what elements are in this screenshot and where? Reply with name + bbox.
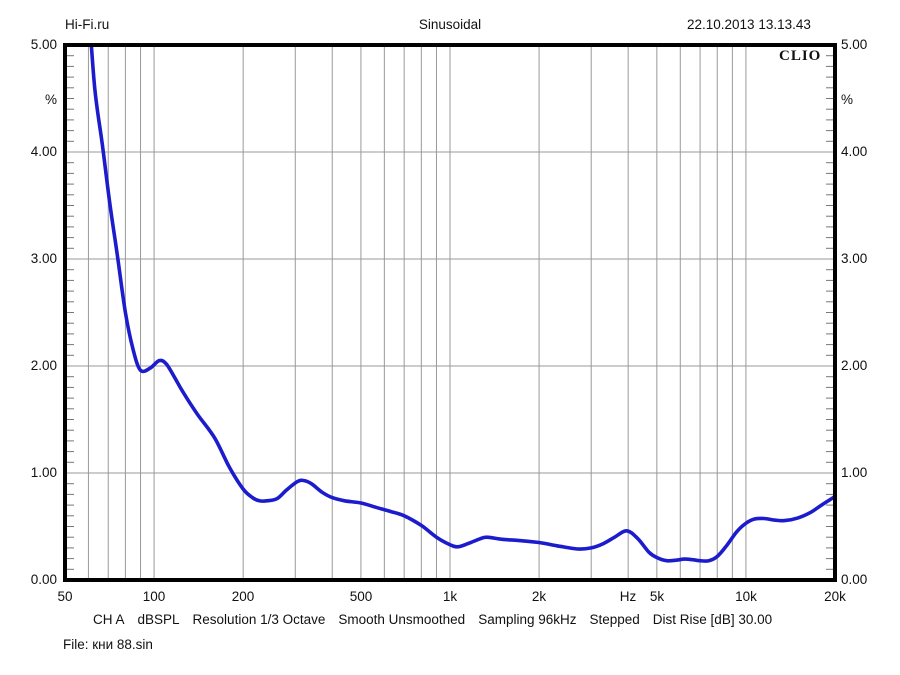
- status-smoothing: Smooth Unsmoothed: [338, 612, 466, 627]
- y-axis-tick-label: 4.00: [841, 144, 868, 159]
- x-axis-tick-label: 2k: [531, 589, 547, 604]
- y-axis-tick-label: 0.00: [841, 572, 868, 587]
- y-axis-tick-label: 5.00: [841, 37, 868, 52]
- status-dist-rise: Dist Rise [dB] 30.00: [652, 612, 773, 627]
- x-axis-unit-label: Hz: [619, 589, 637, 604]
- measurement-type-label: Sinusoidal: [418, 17, 482, 32]
- y-axis-tick-label: 2.00: [841, 358, 868, 373]
- plot-frame: [63, 43, 837, 582]
- y-axis-unit-right: %: [841, 92, 854, 107]
- status-stepped: Stepped: [589, 612, 640, 627]
- y-axis-tick-label: 3.00: [841, 251, 868, 266]
- x-axis-tick-label: 100: [142, 589, 166, 604]
- y-axis-tick-label: 1.00: [30, 465, 57, 480]
- thd-curve: [89, 45, 835, 563]
- y-axis-tick-label: 5.00: [30, 37, 57, 52]
- x-axis-tick-label: 10k: [735, 589, 757, 604]
- x-axis-tick-label: 20k: [824, 589, 846, 604]
- status-sampling: Sampling 96kHz: [478, 612, 577, 627]
- x-axis-tick-label: 5k: [649, 589, 665, 604]
- y-axis-tick-label: 3.00: [30, 251, 57, 266]
- y-axis-tick-label: 4.00: [30, 144, 57, 159]
- y-axis-tick-label: 2.00: [30, 358, 57, 373]
- x-axis-tick-label: 50: [57, 589, 73, 604]
- clio-logo: CLIO: [779, 48, 822, 64]
- measurement-status-line: CH A dBSPL Resolution 1/3 Octave Smooth …: [93, 612, 772, 627]
- file-name-label: File: кни 88.sin: [63, 637, 153, 652]
- x-axis-tick-label: 200: [231, 589, 255, 604]
- x-axis-tick-label: 1k: [442, 589, 458, 604]
- status-channel: CH A: [93, 612, 125, 627]
- y-axis-tick-label: 1.00: [841, 465, 868, 480]
- status-units: dBSPL: [137, 612, 180, 627]
- x-axis-tick-label: 500: [349, 589, 373, 604]
- timestamp-label: 22.10.2013 13.13.43: [687, 17, 811, 32]
- y-axis-tick-label: 0.00: [30, 572, 57, 587]
- y-axis-unit-left: %: [44, 92, 57, 107]
- site-label: Hi-Fi.ru: [65, 17, 110, 32]
- status-resolution: Resolution 1/3 Octave: [192, 612, 326, 627]
